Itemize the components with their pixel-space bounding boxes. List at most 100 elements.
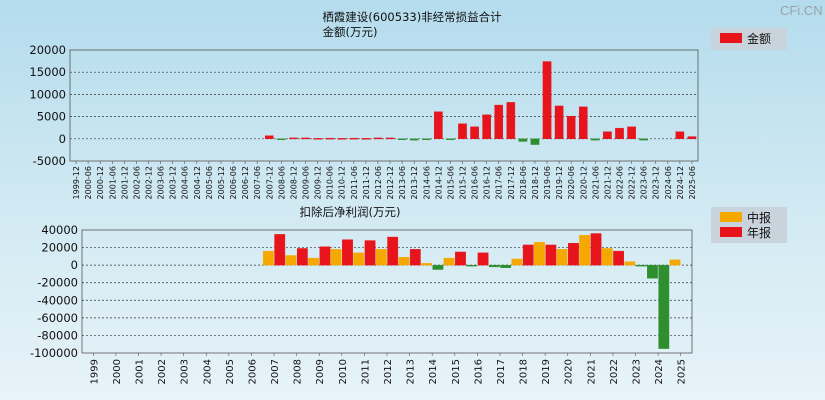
chart2-xtick: 2000 <box>112 359 123 384</box>
chart2-xtick: 2009 <box>315 359 326 384</box>
chart2-bar-annual <box>455 251 466 266</box>
chart2-bar-annual <box>500 264 512 268</box>
chart2-xtick: 2025 <box>677 359 688 384</box>
chart2-xtick: 2015 <box>451 359 462 384</box>
chart2-bar-annual <box>364 240 376 266</box>
chart2-bar-interim <box>330 249 342 266</box>
chart1-bar <box>506 102 516 139</box>
chart2-bar-interim <box>421 263 432 266</box>
chart2-bar-interim <box>285 255 297 266</box>
chart1-ytick: -5000 <box>33 154 66 168</box>
chart2-xtick: 2012 <box>383 359 394 384</box>
chart2-bar-interim <box>511 258 523 266</box>
chart2-ytick: -100000 <box>30 346 78 360</box>
chart1-xtick: 2000-12 <box>96 166 105 199</box>
chart2-bar-annual <box>409 249 421 266</box>
chart2-xtick: 2018 <box>519 359 530 384</box>
chart2-xtick: 2004 <box>202 359 213 384</box>
chart2-bar-annual <box>387 236 399 266</box>
chart1-xtick: 2001-12 <box>120 166 129 199</box>
chart2-xtick: 2005 <box>225 359 236 384</box>
chart1-bar <box>373 137 383 140</box>
chart2-bar-interim <box>262 250 274 266</box>
chart1-xtick: 2012-06 <box>374 166 383 199</box>
chart1-xtick: 2024-12 <box>676 166 685 199</box>
chart1-xtick: 2016-12 <box>483 166 492 199</box>
chart1-xtick: 2001-06 <box>108 166 117 199</box>
chart1-bar <box>591 138 600 141</box>
chart1-bar <box>397 138 407 141</box>
chart2-bar-interim <box>579 235 591 266</box>
chart2-ytick: 20000 <box>41 241 78 255</box>
chart1-xtick: 2014-06 <box>422 166 431 199</box>
chart1-bar <box>446 138 455 141</box>
chart2-xtick: 2001 <box>134 359 145 384</box>
chart1-bar <box>301 137 310 140</box>
chart1-xtick: 2015-06 <box>446 166 455 199</box>
chart2-ytick: 40000 <box>41 223 78 237</box>
chart1-bar <box>337 138 347 140</box>
chart1-bar <box>494 104 504 139</box>
chart2-ytick: -40000 <box>37 293 78 307</box>
chart2-bar-annual <box>635 264 647 267</box>
chart1-xtick: 2011-12 <box>362 166 371 199</box>
chart2-ytick: 0 <box>71 258 78 272</box>
chart1-xtick: 2000-06 <box>84 166 93 199</box>
chart2-bar-annual <box>432 264 444 270</box>
chart1-xtick: 2004-12 <box>193 166 202 199</box>
chart1-xtick: 2025-06 <box>688 166 697 199</box>
chart1-xtick: 2014-12 <box>434 166 443 199</box>
chart2-xtick: 2022 <box>609 359 620 384</box>
chart1-bar <box>482 114 491 139</box>
chart1-bar <box>361 138 371 140</box>
chart1-xtick: 2019-12 <box>555 166 564 199</box>
chart1-ytick: 0 <box>59 132 66 146</box>
chart1-legend-label: 金额 <box>747 31 771 46</box>
chart2-xtick: 2003 <box>180 359 191 384</box>
chart2-xtick: 2006 <box>247 359 258 384</box>
chart2-bar-interim <box>308 257 319 266</box>
chart2-xtick: 1999 <box>89 359 100 384</box>
chart2-legend-label-interim: 中报 <box>747 210 771 225</box>
chart2-bar-annual <box>568 242 579 266</box>
chart1-xtick: 2005-06 <box>205 166 214 199</box>
chart2-ytick: -20000 <box>37 276 78 290</box>
chart1-bar <box>434 111 443 140</box>
chart1-bar <box>277 138 286 141</box>
chart1-xtick: 2024-06 <box>664 166 673 199</box>
chart2-bar-annual <box>342 239 353 266</box>
chart2-bar-interim <box>647 264 658 279</box>
chart1-xtick: 2008-12 <box>289 166 298 199</box>
chart1-xtick: 2004-06 <box>181 166 190 199</box>
chart1-xtick: 2023-12 <box>652 166 661 199</box>
chart1-ytick: 5000 <box>37 110 66 124</box>
chart1-ylabel: 金额(万元) <box>323 25 378 39</box>
chart1-bar <box>289 137 298 140</box>
chart2-xtick: 2017 <box>496 359 507 384</box>
chart1-xtick: 2010-06 <box>326 166 335 199</box>
chart1-xtick: 2016-06 <box>471 166 480 199</box>
chart1-xtick: 2013-06 <box>398 166 407 199</box>
chart1-bar <box>470 126 479 139</box>
chart1-bar <box>615 127 624 139</box>
chart2-bar-interim <box>488 264 500 268</box>
chart1-bar <box>325 137 334 140</box>
chart2-xtick: 2023 <box>632 359 643 384</box>
chart2-xtick: 2024 <box>654 359 665 384</box>
chart1-xtick: 2018-12 <box>531 166 540 199</box>
chart1-xtick: 2007-06 <box>253 166 262 199</box>
chart2-bar-annual <box>545 244 557 266</box>
chart1-bar <box>627 126 636 139</box>
chart1-xtick: 2015-12 <box>459 166 468 199</box>
chart1-xtick: 2013-12 <box>410 166 419 199</box>
chart1-xtick: 2003-06 <box>157 166 166 199</box>
chart1-bar <box>566 115 576 139</box>
chart1-bar <box>385 137 395 140</box>
chart2-ytick: -80000 <box>37 328 78 342</box>
chart2-title: 扣除后净利润(万元) <box>300 205 401 219</box>
chart2-bar-annual <box>274 234 286 266</box>
chart1-xtick: 2020-06 <box>567 166 576 199</box>
chart2-bar-interim <box>398 257 410 266</box>
